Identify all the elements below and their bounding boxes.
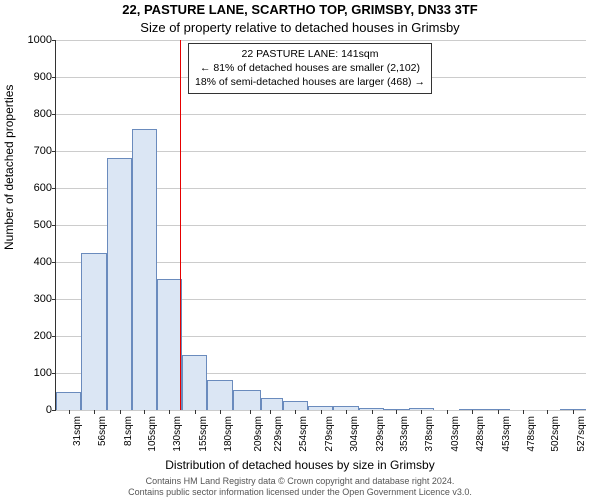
xtick-label: 229sqm — [273, 416, 284, 452]
infobox-line1: 22 PASTURE LANE: 141sqm — [195, 47, 425, 61]
ytick-label: 500 — [34, 219, 52, 231]
xtick-label: 254sqm — [298, 416, 309, 452]
footer-line1: Contains HM Land Registry data © Crown c… — [146, 476, 455, 486]
xtick-mark — [144, 410, 145, 414]
ytick-mark — [52, 77, 56, 78]
ytick-mark — [52, 373, 56, 374]
ytick-mark — [52, 40, 56, 41]
ytick-label: 800 — [34, 108, 52, 120]
xtick-label: 155sqm — [198, 416, 209, 452]
xtick-label: 105sqm — [147, 416, 158, 452]
infobox-line2: ← 81% of detached houses are smaller (2,… — [195, 61, 425, 75]
x-axis-label: Distribution of detached houses by size … — [0, 458, 600, 472]
histogram-bar — [233, 390, 261, 410]
histogram-bar — [81, 253, 106, 410]
ytick-mark — [52, 299, 56, 300]
xtick-mark — [498, 410, 499, 414]
xtick-label: 56sqm — [97, 416, 108, 446]
xtick-mark — [421, 410, 422, 414]
xtick-label: 502sqm — [550, 416, 561, 452]
xtick-label: 31sqm — [72, 416, 83, 446]
ytick-label: 700 — [34, 145, 52, 157]
property-info-box: 22 PASTURE LANE: 141sqm← 81% of detached… — [188, 43, 432, 94]
y-axis-label: Number of detached properties — [2, 85, 16, 250]
histogram-bar — [283, 401, 308, 410]
xtick-label: 279sqm — [324, 416, 335, 452]
ytick-mark — [52, 151, 56, 152]
ytick-label: 1000 — [28, 34, 52, 46]
ytick-mark — [52, 410, 56, 411]
xtick-mark — [169, 410, 170, 414]
histogram-bar — [261, 398, 283, 410]
xtick-label: 428sqm — [475, 416, 486, 452]
xtick-mark — [573, 410, 574, 414]
chart-plot-area: 0100200300400500600700800900100031sqm56s… — [55, 40, 586, 411]
xtick-mark — [547, 410, 548, 414]
xtick-mark — [372, 410, 373, 414]
xtick-mark — [94, 410, 95, 414]
ytick-mark — [52, 336, 56, 337]
xtick-label: 304sqm — [349, 416, 360, 452]
ytick-mark — [52, 262, 56, 263]
xtick-label: 453sqm — [501, 416, 512, 452]
histogram-bar — [207, 380, 232, 410]
gridline — [56, 114, 586, 115]
xtick-mark — [321, 410, 322, 414]
xtick-mark — [472, 410, 473, 414]
property-marker-line — [180, 40, 181, 410]
chart-title-line1: 22, PASTURE LANE, SCARTHO TOP, GRIMSBY, … — [0, 2, 600, 17]
xtick-mark — [120, 410, 121, 414]
infobox-line3: 18% of semi-detached houses are larger (… — [195, 75, 425, 89]
xtick-mark — [523, 410, 524, 414]
xtick-label: 478sqm — [526, 416, 537, 452]
xtick-label: 180sqm — [223, 416, 234, 452]
xtick-mark — [447, 410, 448, 414]
chart-footer: Contains HM Land Registry data © Crown c… — [0, 476, 600, 498]
ytick-label: 200 — [34, 330, 52, 342]
ytick-mark — [52, 225, 56, 226]
chart-title-line2: Size of property relative to detached ho… — [0, 20, 600, 35]
xtick-label: 378sqm — [424, 416, 435, 452]
xtick-label: 527sqm — [576, 416, 587, 452]
xtick-mark — [270, 410, 271, 414]
xtick-mark — [69, 410, 70, 414]
xtick-label: 130sqm — [172, 416, 183, 452]
ytick-label: 400 — [34, 256, 52, 268]
xtick-mark — [220, 410, 221, 414]
xtick-mark — [295, 410, 296, 414]
ytick-label: 300 — [34, 293, 52, 305]
ytick-label: 600 — [34, 182, 52, 194]
footer-line2: Contains public sector information licen… — [128, 487, 472, 497]
ytick-mark — [52, 114, 56, 115]
xtick-mark — [396, 410, 397, 414]
xtick-mark — [346, 410, 347, 414]
histogram-bar — [107, 158, 132, 410]
histogram-bar — [157, 279, 182, 410]
ytick-label: 100 — [34, 367, 52, 379]
histogram-bar — [132, 129, 156, 410]
xtick-label: 353sqm — [399, 416, 410, 452]
gridline — [56, 40, 586, 41]
histogram-bar — [56, 392, 81, 411]
xtick-label: 81sqm — [123, 416, 134, 446]
xtick-mark — [195, 410, 196, 414]
xtick-label: 329sqm — [375, 416, 386, 452]
xtick-mark — [250, 410, 251, 414]
xtick-label: 403sqm — [450, 416, 461, 452]
xtick-label: 209sqm — [253, 416, 264, 452]
ytick-label: 0 — [46, 404, 52, 416]
histogram-bar — [182, 355, 207, 411]
ytick-mark — [52, 188, 56, 189]
ytick-label: 900 — [34, 71, 52, 83]
